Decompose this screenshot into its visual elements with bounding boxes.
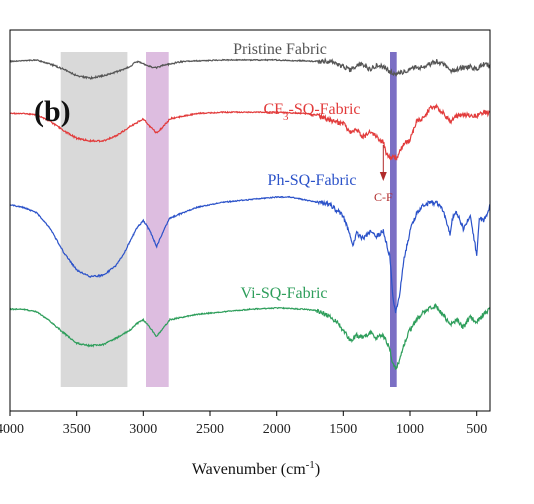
panel-tag: (b) — [34, 95, 71, 128]
x-tick-label-7: 500 — [466, 422, 487, 437]
series-line-1 — [9, 103, 491, 161]
x-tick-label-3: 2500 — [196, 422, 224, 437]
series-label-2: Ph-SQ-Fabric — [268, 172, 357, 189]
x-tick-label-6: 1000 — [396, 422, 424, 437]
x-tick-label-5: 1500 — [329, 422, 357, 437]
plot-frame — [9, 29, 491, 412]
annotations: C-F — [374, 145, 393, 204]
x-axis-ticks: 4000 3500 3000 2500 2000 1500 1000 500 — [0, 411, 487, 437]
x-axis-title-main: Wavenumber (cm — [192, 461, 306, 478]
x-axis-title-sup: -1 — [306, 459, 315, 471]
highlight-band-0 — [60, 52, 128, 387]
x-tick-label-0: 4000 — [0, 422, 24, 437]
x-axis-title-end: ) — [315, 461, 320, 478]
series-line-3 — [9, 303, 491, 370]
spectra-series — [9, 57, 491, 370]
annotation-arrow-head-0 — [379, 172, 387, 181]
series-label-0: Pristine Fabric — [233, 41, 327, 58]
highlight-bands — [60, 52, 397, 387]
x-tick-label-2: 3000 — [129, 422, 157, 437]
highlight-band-2 — [390, 52, 397, 387]
x-tick-label-4: 2000 — [263, 422, 291, 437]
annotation-label-0: C-F — [374, 190, 393, 204]
series-label-1: CF3-SQ-Fabric — [263, 101, 360, 123]
highlight-band-1 — [146, 52, 169, 387]
series-labels: Pristine Fabric CF3-SQ-Fabric Ph-SQ-Fabric… — [233, 41, 360, 302]
x-axis-title: Wavenumber (cm-1) — [192, 459, 320, 478]
series-line-0 — [9, 57, 491, 80]
x-tick-label-1: 3500 — [63, 422, 91, 437]
series-label-3: Vi-SQ-Fabric — [240, 285, 327, 302]
series-line-2 — [9, 195, 491, 314]
